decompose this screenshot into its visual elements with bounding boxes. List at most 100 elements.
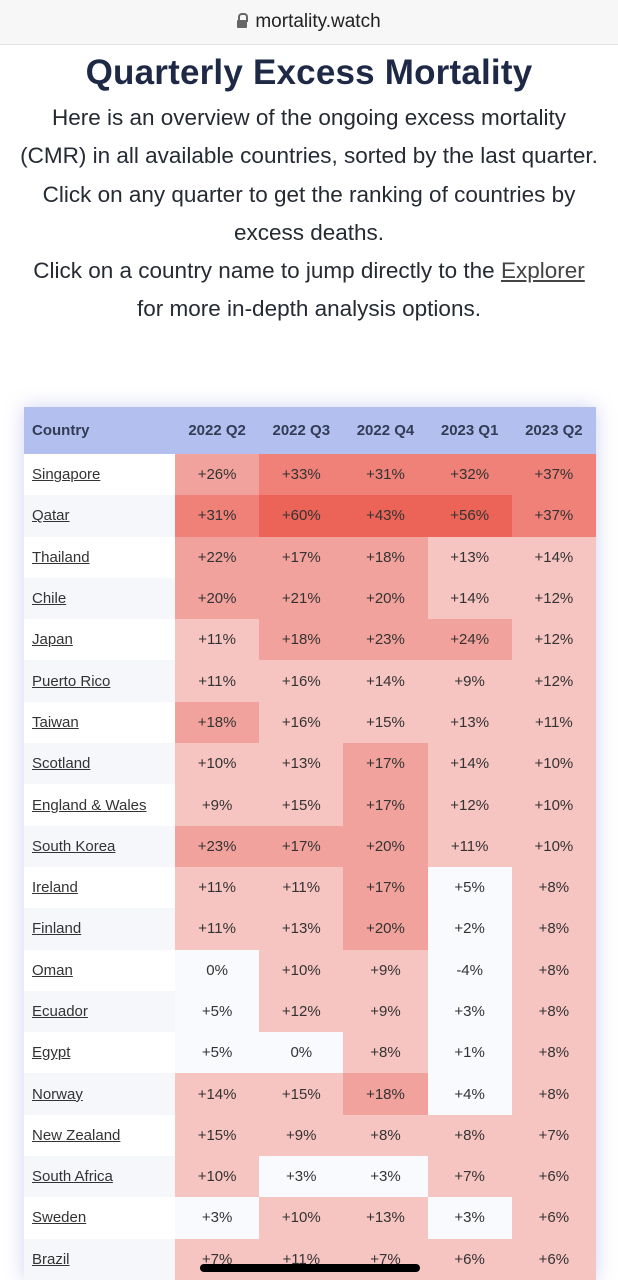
excess-value-cell: +12% [511, 619, 596, 661]
excess-value-cell: +14% [427, 743, 512, 785]
country-link[interactable]: Chile [32, 590, 67, 608]
country-cell: Egypt [24, 1032, 175, 1074]
excess-value-cell: +9% [427, 660, 512, 702]
table-row: Ireland +11% +11% +17% +5% +8% [24, 866, 596, 909]
country-link[interactable]: Qatar [32, 507, 70, 525]
excess-value-cell: +37% [511, 495, 596, 537]
excess-value-cell: +20% [343, 825, 428, 867]
country-cell: England & Wales [24, 784, 175, 826]
excess-value-cell: +17% [259, 825, 344, 867]
page-title: Quarterly Excess Mortality [85, 53, 533, 92]
excess-value-cell: +17% [343, 784, 428, 826]
table-row: Chile +20% +21% +20% +14% +12% [24, 577, 596, 620]
country-link[interactable]: New Zealand [32, 1126, 121, 1144]
excess-value-cell: +23% [343, 619, 428, 661]
table-row: New Zealand +15% +9% +8% +8% +7% [24, 1114, 596, 1157]
excess-value-cell: +9% [343, 990, 428, 1033]
country-link[interactable]: Finland [32, 920, 82, 938]
excess-value-cell: +8% [427, 1114, 512, 1157]
excess-value-cell: +20% [343, 577, 428, 620]
country-link[interactable]: Egypt [32, 1044, 71, 1062]
country-link[interactable]: Singapore [32, 466, 101, 484]
excess-value-cell: +20% [175, 577, 260, 620]
column-header-country: Country [24, 407, 175, 454]
country-link[interactable]: England & Wales [32, 796, 147, 814]
country-link[interactable]: Scotland [32, 755, 91, 773]
excess-value-cell: +21% [259, 577, 344, 620]
excess-value-cell: +32% [427, 454, 512, 496]
excess-value-cell: +8% [511, 1073, 596, 1115]
country-cell: Qatar [24, 495, 175, 537]
excess-value-cell: +56% [427, 495, 512, 537]
country-link[interactable]: Ecuador [32, 1003, 88, 1020]
country-link[interactable]: Thailand [32, 548, 90, 566]
table-row: Norway +14% +15% +18% +4% +8% [24, 1073, 596, 1115]
country-link[interactable]: Taiwan [32, 713, 79, 731]
country-cell: South Africa [24, 1156, 175, 1198]
country-link[interactable]: South Africa [32, 1168, 113, 1186]
intro-text: Here is an overview of the ongoing exces… [20, 99, 598, 329]
excess-value-cell: +11% [511, 701, 596, 744]
excess-value-cell: +5% [427, 866, 512, 909]
country-cell: Ecuador [24, 990, 175, 1033]
excess-value-cell: +15% [259, 784, 344, 826]
column-header-quarter[interactable]: 2022 Q2 [175, 407, 260, 454]
excess-value-cell: +5% [175, 990, 260, 1033]
explorer-link[interactable]: Explorer [500, 258, 585, 284]
column-header-quarter[interactable]: 2023 Q1 [427, 407, 512, 454]
excess-value-cell: +14% [175, 1073, 260, 1115]
excess-value-cell: +13% [427, 536, 512, 578]
column-header-quarter[interactable]: 2023 Q2 [511, 407, 596, 454]
excess-value-cell: +4% [427, 1073, 512, 1115]
country-cell: Chile [24, 577, 175, 620]
excess-value-cell: +12% [259, 990, 344, 1033]
excess-value-cell: +6% [511, 1156, 596, 1198]
excess-value-cell: +22% [175, 536, 260, 578]
url-bar[interactable]: mortality.watch [0, 0, 618, 45]
country-link[interactable]: Norway [32, 1085, 83, 1103]
excess-mortality-table: Country 2022 Q2 2022 Q3 2022 Q4 2023 Q1 2023 … [24, 407, 596, 1280]
excess-value-cell: +15% [175, 1114, 260, 1157]
country-cell: Ireland [24, 866, 175, 909]
country-cell: Sweden [24, 1197, 175, 1239]
table-row: Qatar +31% +60% +43% +56% +37% [24, 495, 596, 537]
country-link[interactable]: Oman [32, 961, 73, 979]
country-link[interactable]: Japan [32, 631, 73, 649]
excess-value-cell: +8% [511, 990, 596, 1033]
excess-value-cell: +5% [175, 1032, 260, 1074]
excess-value-cell: +17% [259, 536, 344, 578]
country-cell: Brazil [24, 1238, 175, 1280]
column-header-quarter[interactable]: 2022 Q3 [259, 407, 344, 454]
excess-value-cell: +18% [343, 1073, 428, 1115]
excess-value-cell: +31% [175, 495, 260, 537]
intro-paragraph-2: Click on any quarter to get the ranking … [42, 181, 576, 245]
country-link[interactable]: Brazil [32, 1250, 70, 1268]
country-link[interactable]: Ireland [32, 879, 78, 897]
country-link[interactable]: Sweden [32, 1209, 87, 1227]
country-cell: South Korea [24, 825, 175, 867]
excess-value-cell: +3% [427, 1197, 512, 1239]
excess-value-cell: +13% [259, 743, 344, 785]
excess-value-cell: +9% [175, 784, 260, 826]
country-link[interactable]: South Korea [32, 837, 116, 855]
excess-value-cell: +11% [175, 908, 260, 950]
table-row: Finland +11% +13% +20% +2% +8% [24, 908, 596, 950]
country-cell: Norway [24, 1073, 175, 1115]
excess-value-cell: +8% [343, 1114, 428, 1157]
table-row: England & Wales +9% +15% +17% +12% +10% [24, 784, 596, 826]
excess-value-cell: -4% [427, 949, 512, 991]
country-link[interactable]: Puerto Rico [32, 672, 111, 690]
country-cell: Oman [24, 949, 175, 991]
excess-value-cell: +10% [511, 784, 596, 826]
table-row: Brazil +7% +11% +7% +6% +6% [24, 1238, 596, 1280]
excess-value-cell: 0% [259, 1032, 344, 1074]
home-indicator[interactable] [200, 1264, 420, 1272]
excess-value-cell: +10% [175, 743, 260, 785]
excess-value-cell: +17% [343, 866, 428, 909]
excess-value-cell: +6% [427, 1238, 512, 1280]
intro-paragraph-3: Click on a country name to jump directly… [20, 252, 598, 329]
column-header-quarter[interactable]: 2022 Q4 [343, 407, 428, 454]
country-cell: Puerto Rico [24, 660, 175, 702]
table-row: Egypt +5% 0% +8% +1% +8% [24, 1032, 596, 1074]
intro-text-part: for more in-depth analysis options. [137, 296, 481, 322]
